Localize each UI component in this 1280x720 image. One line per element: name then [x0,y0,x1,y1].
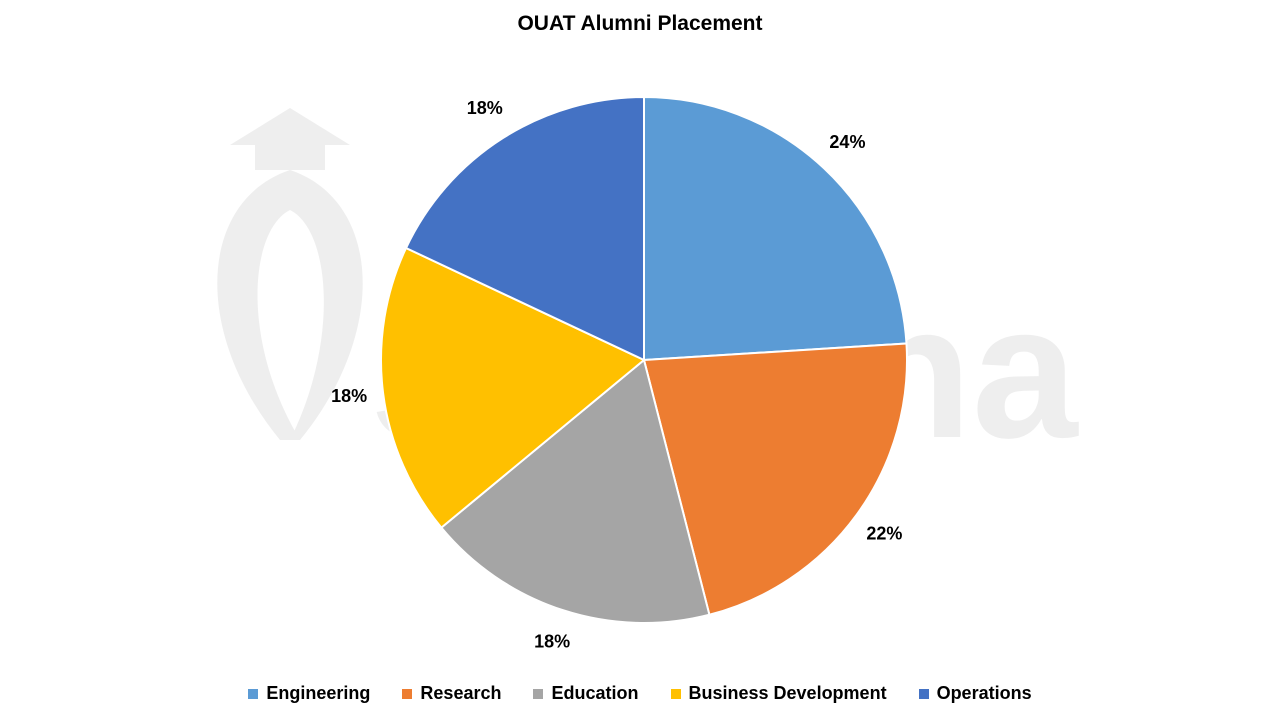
legend: Engineering Research Education Business Dev… [0,683,1280,704]
legend-swatch [670,688,681,699]
legend-swatch [533,688,544,699]
chart-title: OUAT Alumni Placement [517,12,763,35]
slice-value-label: 18% [331,386,367,406]
pie-slice-research [642,342,908,616]
pie-slice-engineering [643,95,908,362]
pie-slice-business-development [380,246,646,530]
legend-label: Education [551,683,639,703]
legend-swatch [248,688,259,699]
legend-label: Operations [936,683,1032,703]
legend-item-education: Education [533,683,639,704]
slice-value-label: 22% [866,523,902,543]
legend-item-research: Research [402,683,501,704]
slice-value-label: 18% [534,631,570,651]
legend-swatch [402,688,413,699]
legend-item-operations: Operations [918,683,1032,704]
slice-value-label: 24% [829,132,865,152]
pie-slice-operations [404,95,645,362]
pie-slice-education [439,358,711,624]
legend-swatch [918,688,929,699]
legend-item-business-development: Business Development [670,683,887,704]
slice-value-label: 18% [467,98,503,118]
legend-label: Research [420,683,502,703]
legend-item-engineering: Engineering [248,683,370,704]
legend-label: Business Development [688,683,887,703]
legend-label: Engineering [266,683,371,703]
